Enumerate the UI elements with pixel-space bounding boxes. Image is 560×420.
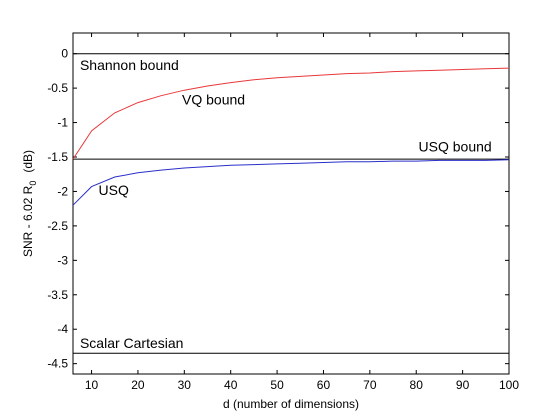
x-axis-title: d (number of dimensions): [223, 397, 359, 411]
x-tick-label: 70: [363, 378, 377, 392]
y-axis-title-main: SNR - 6.02 R: [21, 185, 35, 257]
y-axis-ticks: 0 -0.5 -1 -1.5 -2 -2.5 -3 -3.5 -4 -4.5: [47, 47, 509, 371]
plot-area: 10 20 30 40 50 60 70 80 90 100 0 -0.5 -1 -1.5 -2 -2.5 -…: [47, 32, 519, 392]
y-axis-title-subscript: 0: [28, 181, 38, 186]
y-tick-label: -4: [57, 322, 68, 336]
series-lines: [72, 53, 510, 354]
annotation-shannon-bound: Shannon bound: [80, 57, 179, 73]
x-tick-label: 20: [131, 378, 145, 392]
annotation-usq: USQ: [99, 182, 129, 198]
x-tick-label: 100: [499, 378, 519, 392]
y-axis-title: SNR - 6.02 R0 (dB): [21, 150, 38, 257]
y-tick-label: -1.5: [47, 150, 68, 164]
x-tick-label: 50: [270, 378, 284, 392]
y-tick-label: -2.5: [47, 219, 68, 233]
y-tick-label: -3.5: [47, 288, 68, 302]
annotation-scalar-cartesian: Scalar Cartesian: [80, 335, 184, 351]
x-tick-label: 60: [317, 378, 331, 392]
y-tick-label: -2: [57, 184, 68, 198]
annotation-usq-bound: USQ bound: [419, 138, 492, 154]
y-tick-label: 0: [61, 47, 68, 61]
x-tick-label: 10: [85, 378, 99, 392]
y-tick-label: -0.5: [47, 81, 68, 95]
y-tick-label: -4.5: [47, 357, 68, 371]
y-tick-label: -3: [57, 253, 68, 267]
annotations: Shannon bound VQ bound USQ bound USQ Scalar …: [80, 57, 492, 351]
x-tick-label: 80: [410, 378, 424, 392]
series-line-usq: [72, 159, 510, 206]
x-axis-ticks: 10 20 30 40 50 60 70 80 90 100: [85, 33, 519, 392]
x-tick-label: 90: [456, 378, 470, 392]
y-axis-title-unit: (dB): [21, 150, 35, 173]
x-tick-label: 30: [178, 378, 192, 392]
axes-box: [72, 32, 510, 375]
annotation-vq-bound: VQ bound: [182, 92, 245, 108]
series-line-vq-bound: [72, 67, 510, 160]
y-tick-label: -1: [57, 116, 68, 130]
x-tick-label: 40: [224, 378, 238, 392]
